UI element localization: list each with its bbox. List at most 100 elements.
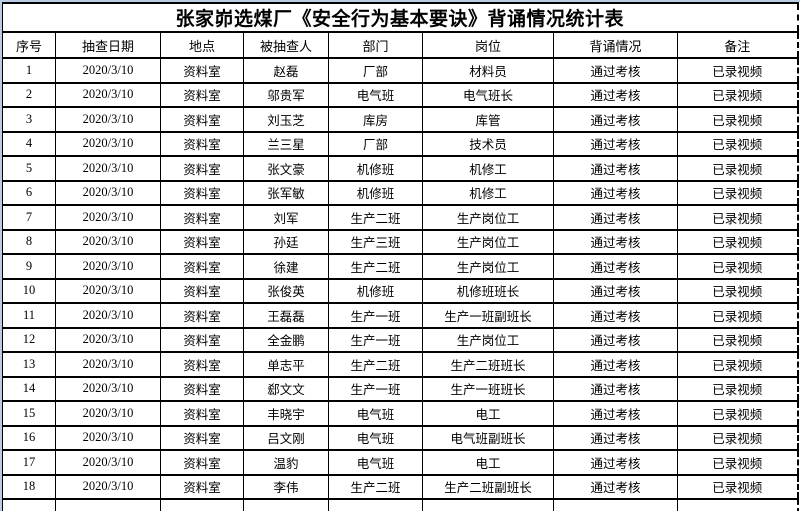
table-cell[interactable]: 机修班班长 bbox=[422, 277, 554, 304]
table-cell[interactable]: 生产三班 bbox=[328, 228, 423, 255]
table-cell[interactable]: 电气班 bbox=[328, 449, 423, 476]
column-header[interactable]: 抽查日期 bbox=[55, 31, 161, 59]
column-header[interactable]: 备注 bbox=[676, 31, 799, 59]
table-cell[interactable]: 电工 bbox=[422, 449, 554, 476]
table-cell[interactable]: 生产二班 bbox=[328, 473, 423, 500]
table-cell[interactable]: 张军敏 bbox=[243, 179, 329, 206]
table-cell[interactable]: 通过考核 bbox=[553, 302, 678, 329]
column-header[interactable]: 部门 bbox=[328, 31, 423, 59]
table-cell[interactable]: 机修工 bbox=[422, 179, 554, 206]
table-cell[interactable]: 通过考核 bbox=[553, 81, 678, 108]
table-cell[interactable]: 4 bbox=[2, 130, 56, 157]
empty-cell[interactable] bbox=[160, 498, 244, 511]
table-cell[interactable]: 资料室 bbox=[160, 302, 244, 329]
table-cell[interactable]: 通过考核 bbox=[553, 277, 678, 304]
table-cell[interactable]: 已录视频 bbox=[676, 228, 799, 255]
table-cell[interactable]: 2020/3/10 bbox=[55, 351, 161, 378]
table-cell[interactable]: 已录视频 bbox=[676, 57, 799, 84]
table-cell[interactable]: 通过考核 bbox=[553, 449, 678, 476]
table-cell[interactable]: 1 bbox=[2, 57, 56, 84]
table-cell[interactable]: 2020/3/10 bbox=[55, 155, 161, 182]
table-cell[interactable]: 通过考核 bbox=[553, 351, 678, 378]
table-cell[interactable]: 已录视频 bbox=[676, 449, 799, 476]
table-cell[interactable]: 库房 bbox=[328, 106, 423, 133]
table-cell[interactable]: 机修班 bbox=[328, 277, 423, 304]
table-cell[interactable]: 已录视频 bbox=[676, 400, 799, 427]
table-cell[interactable]: 生产二班班长 bbox=[422, 351, 554, 378]
table-cell[interactable]: 资料室 bbox=[160, 228, 244, 255]
table-cell[interactable]: 资料室 bbox=[160, 106, 244, 133]
table-cell[interactable]: 2020/3/10 bbox=[55, 449, 161, 476]
table-cell[interactable]: 5 bbox=[2, 155, 56, 182]
table-cell[interactable]: 刘军 bbox=[243, 204, 329, 231]
table-cell[interactable]: 通过考核 bbox=[553, 400, 678, 427]
empty-cell[interactable] bbox=[422, 498, 554, 511]
table-cell[interactable]: 已录视频 bbox=[676, 81, 799, 108]
table-cell[interactable]: 11 bbox=[2, 302, 56, 329]
table-cell[interactable]: 单志平 bbox=[243, 351, 329, 378]
table-cell[interactable]: 6 bbox=[2, 179, 56, 206]
table-cell[interactable]: 李伟 bbox=[243, 473, 329, 500]
table-cell[interactable]: 已录视频 bbox=[676, 155, 799, 182]
table-cell[interactable]: 资料室 bbox=[160, 449, 244, 476]
table-cell[interactable]: 通过考核 bbox=[553, 326, 678, 353]
table-title[interactable]: 张家峁选煤厂《安全行为基本要诀》背诵情况统计表 bbox=[2, 2, 799, 33]
table-cell[interactable]: 已录视频 bbox=[676, 302, 799, 329]
table-cell[interactable]: 通过考核 bbox=[553, 424, 678, 451]
table-cell[interactable]: 2020/3/10 bbox=[55, 81, 161, 108]
table-cell[interactable]: 9 bbox=[2, 253, 56, 280]
table-cell[interactable]: 已录视频 bbox=[676, 179, 799, 206]
table-cell[interactable]: 2020/3/10 bbox=[55, 57, 161, 84]
table-cell[interactable]: 通过考核 bbox=[553, 179, 678, 206]
column-header[interactable]: 岗位 bbox=[422, 31, 554, 59]
table-cell[interactable]: 已录视频 bbox=[676, 351, 799, 378]
table-cell[interactable]: 王磊磊 bbox=[243, 302, 329, 329]
table-cell[interactable]: 通过考核 bbox=[553, 130, 678, 157]
table-cell[interactable]: 已录视频 bbox=[676, 326, 799, 353]
table-cell[interactable]: 机修班 bbox=[328, 179, 423, 206]
table-cell[interactable]: 生产岗位工 bbox=[422, 228, 554, 255]
table-cell[interactable]: 资料室 bbox=[160, 57, 244, 84]
table-cell[interactable]: 2020/3/10 bbox=[55, 424, 161, 451]
table-cell[interactable]: 技术员 bbox=[422, 130, 554, 157]
table-cell[interactable]: 库管 bbox=[422, 106, 554, 133]
table-cell[interactable]: 温豹 bbox=[243, 449, 329, 476]
table-cell[interactable]: 徐建 bbox=[243, 253, 329, 280]
table-cell[interactable]: 2020/3/10 bbox=[55, 375, 161, 402]
table-cell[interactable]: 生产一班 bbox=[328, 375, 423, 402]
table-cell[interactable]: 15 bbox=[2, 400, 56, 427]
table-cell[interactable]: 已录视频 bbox=[676, 424, 799, 451]
table-cell[interactable]: 2020/3/10 bbox=[55, 204, 161, 231]
table-cell[interactable]: 通过考核 bbox=[553, 155, 678, 182]
table-cell[interactable]: 通过考核 bbox=[553, 375, 678, 402]
table-cell[interactable]: 材料员 bbox=[422, 57, 554, 84]
table-cell[interactable]: 吕文刚 bbox=[243, 424, 329, 451]
table-cell[interactable]: 厂部 bbox=[328, 130, 423, 157]
table-cell[interactable]: 8 bbox=[2, 228, 56, 255]
table-cell[interactable]: 电气班长 bbox=[422, 81, 554, 108]
table-cell[interactable]: 机修班 bbox=[328, 155, 423, 182]
table-cell[interactable]: 赵磊 bbox=[243, 57, 329, 84]
table-cell[interactable]: 通过考核 bbox=[553, 253, 678, 280]
table-cell[interactable]: 刘玉芝 bbox=[243, 106, 329, 133]
table-cell[interactable]: 电工 bbox=[422, 400, 554, 427]
table-cell[interactable]: 资料室 bbox=[160, 253, 244, 280]
table-cell[interactable]: 2020/3/10 bbox=[55, 253, 161, 280]
empty-cell[interactable] bbox=[553, 498, 678, 511]
table-cell[interactable]: 已录视频 bbox=[676, 130, 799, 157]
table-cell[interactable]: 通过考核 bbox=[553, 106, 678, 133]
table-cell[interactable]: 已录视频 bbox=[676, 253, 799, 280]
table-cell[interactable]: 邬贵军 bbox=[243, 81, 329, 108]
table-cell[interactable]: 2 bbox=[2, 81, 56, 108]
table-cell[interactable]: 3 bbox=[2, 106, 56, 133]
column-header[interactable]: 序号 bbox=[2, 31, 56, 59]
table-cell[interactable]: 生产一班 bbox=[328, 302, 423, 329]
table-cell[interactable]: 资料室 bbox=[160, 277, 244, 304]
table-cell[interactable]: 生产二班 bbox=[328, 204, 423, 231]
table-cell[interactable]: 2020/3/10 bbox=[55, 228, 161, 255]
table-cell[interactable]: 资料室 bbox=[160, 81, 244, 108]
table-cell[interactable]: 通过考核 bbox=[553, 228, 678, 255]
table-cell[interactable]: 2020/3/10 bbox=[55, 130, 161, 157]
table-cell[interactable]: 10 bbox=[2, 277, 56, 304]
table-cell[interactable]: 2020/3/10 bbox=[55, 179, 161, 206]
